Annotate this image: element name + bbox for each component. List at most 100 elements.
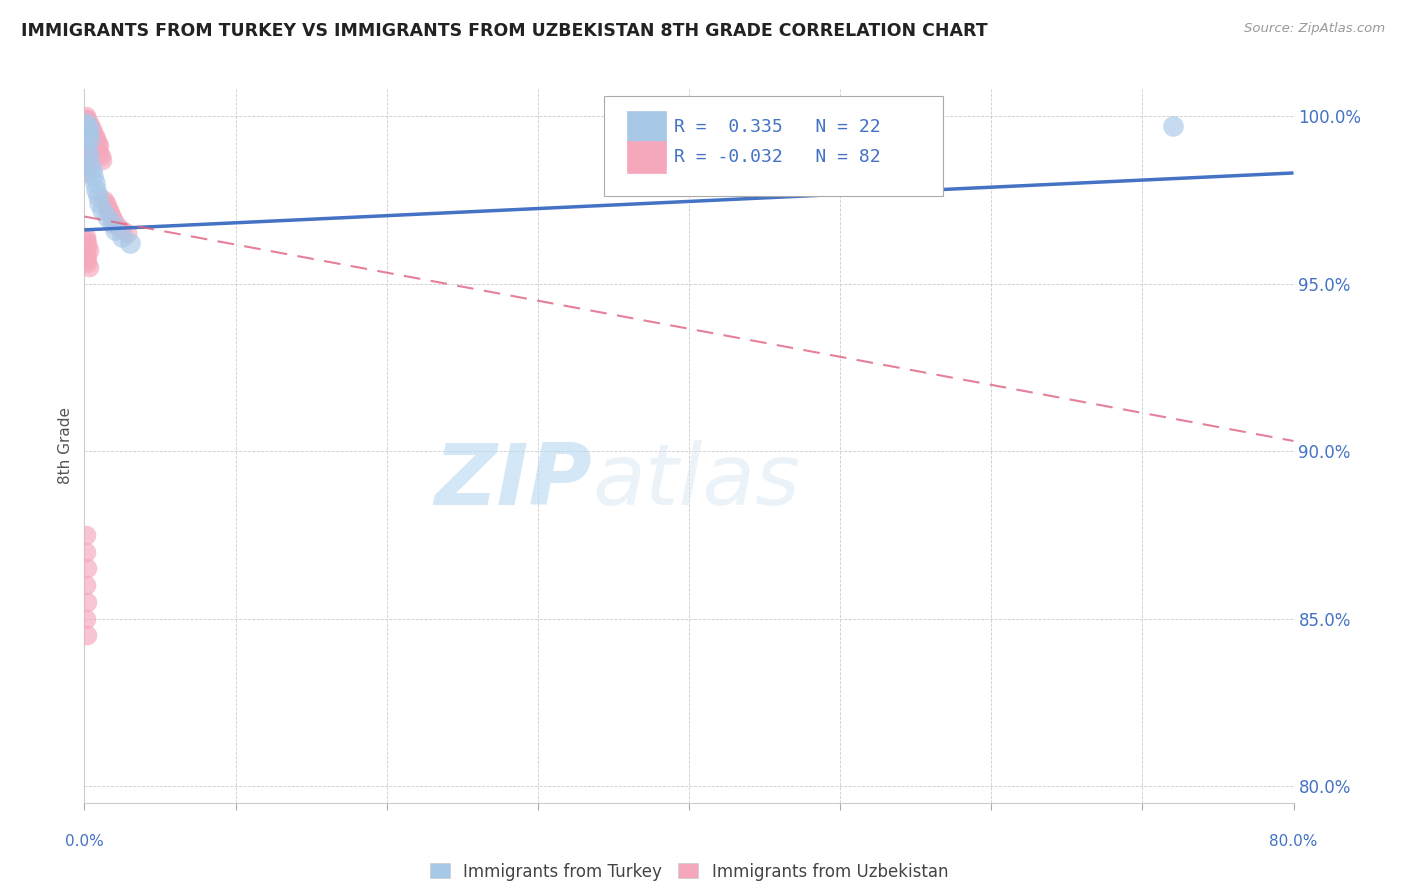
- Point: [75, 139, 97, 153]
- Point: [76, 132, 98, 146]
- Point: [75, 126, 97, 140]
- Legend: Immigrants from Turkey, Immigrants from Uzbekistan: Immigrants from Turkey, Immigrants from …: [423, 856, 955, 888]
- Point: [75, 143, 97, 157]
- Point: [75, 112, 97, 127]
- Point: [100, 216, 122, 230]
- Point: [107, 219, 129, 234]
- Point: [75, 136, 97, 150]
- Point: [76, 139, 98, 153]
- Point: [75, 528, 97, 542]
- Point: [76, 129, 98, 144]
- Point: [76, 595, 98, 609]
- Point: [77, 156, 100, 170]
- Point: [77, 143, 100, 157]
- Point: [76, 126, 98, 140]
- Point: [76, 561, 98, 575]
- Point: [111, 223, 134, 237]
- Point: [101, 212, 124, 227]
- Point: [79, 119, 101, 133]
- Point: [80, 122, 103, 136]
- Point: [75, 122, 97, 136]
- Point: [76, 628, 98, 642]
- Point: [75, 156, 97, 170]
- Point: [76, 143, 98, 157]
- Point: [75, 544, 97, 558]
- Point: [80, 129, 103, 144]
- Point: [75, 162, 97, 177]
- Point: [84, 176, 107, 190]
- Point: [75, 153, 97, 167]
- Point: [118, 236, 141, 251]
- Point: [115, 227, 138, 241]
- Point: [75, 253, 97, 268]
- Y-axis label: 8th Grade: 8th Grade: [58, 408, 73, 484]
- Point: [77, 129, 100, 144]
- Point: [91, 202, 114, 217]
- Point: [76, 236, 98, 251]
- Point: [86, 139, 108, 153]
- Point: [86, 132, 108, 146]
- Point: [77, 149, 100, 163]
- Text: atlas: atlas: [592, 440, 800, 524]
- FancyBboxPatch shape: [605, 96, 943, 196]
- Point: [79, 126, 101, 140]
- Point: [75, 149, 97, 163]
- Point: [75, 129, 97, 144]
- Point: [84, 129, 107, 144]
- Point: [104, 223, 127, 237]
- Point: [77, 116, 100, 130]
- Point: [89, 139, 111, 153]
- Point: [76, 240, 98, 254]
- Text: 0.0%: 0.0%: [65, 834, 104, 849]
- Point: [77, 136, 100, 150]
- Point: [80, 143, 103, 157]
- Point: [89, 196, 111, 211]
- Point: [75, 119, 97, 133]
- Point: [77, 122, 100, 136]
- Point: [76, 119, 98, 133]
- Point: [96, 199, 118, 213]
- Text: R = -0.032   N = 82: R = -0.032 N = 82: [675, 148, 882, 166]
- Point: [76, 119, 98, 133]
- Point: [77, 122, 100, 136]
- Point: [97, 202, 120, 217]
- Point: [87, 189, 110, 203]
- Point: [79, 159, 101, 173]
- Text: Source: ZipAtlas.com: Source: ZipAtlas.com: [1244, 22, 1385, 36]
- Point: [100, 210, 122, 224]
- Point: [80, 136, 103, 150]
- Point: [89, 145, 111, 160]
- Text: 80.0%: 80.0%: [1270, 834, 1317, 849]
- Point: [75, 109, 97, 123]
- Point: [79, 132, 101, 146]
- FancyBboxPatch shape: [627, 141, 666, 173]
- Point: [75, 132, 97, 146]
- Point: [79, 145, 101, 160]
- Point: [79, 139, 101, 153]
- Text: R =  0.335   N = 22: R = 0.335 N = 22: [675, 118, 882, 136]
- Point: [77, 149, 100, 163]
- Point: [75, 116, 97, 130]
- Point: [80, 162, 103, 177]
- Point: [82, 169, 104, 184]
- Point: [76, 166, 98, 180]
- Point: [82, 132, 104, 146]
- Point: [77, 260, 100, 274]
- Point: [75, 126, 97, 140]
- Point: [82, 126, 104, 140]
- Point: [79, 132, 101, 146]
- Point: [76, 153, 98, 167]
- Point: [84, 136, 107, 150]
- Point: [77, 243, 100, 257]
- Point: [111, 229, 134, 244]
- Point: [90, 149, 112, 163]
- Point: [94, 196, 117, 211]
- Point: [76, 112, 98, 127]
- Point: [104, 216, 127, 230]
- Point: [82, 139, 104, 153]
- Point: [91, 153, 114, 167]
- Point: [75, 116, 97, 130]
- Text: ZIP: ZIP: [434, 440, 592, 524]
- Point: [75, 578, 97, 592]
- Point: [75, 145, 97, 160]
